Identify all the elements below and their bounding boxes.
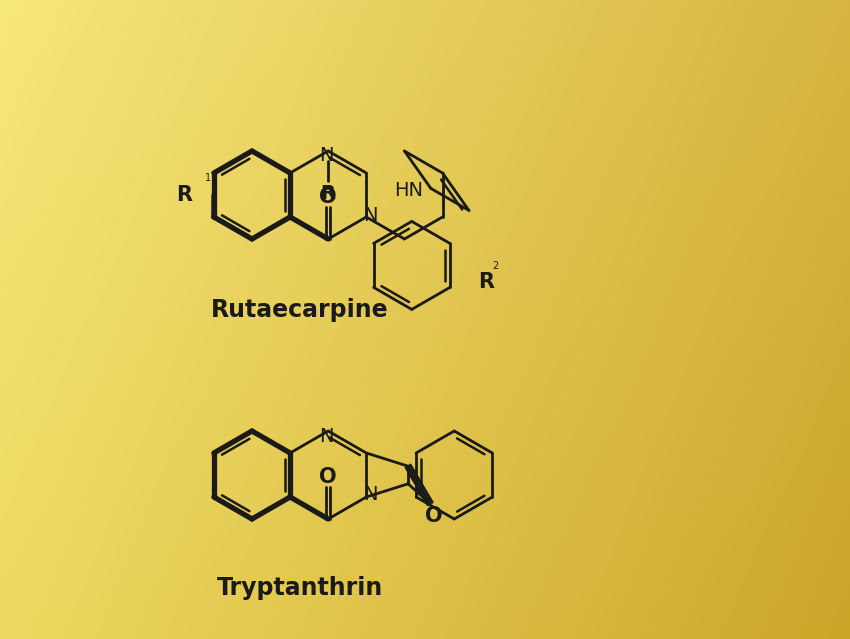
Text: N: N	[319, 146, 333, 164]
Text: HN: HN	[394, 181, 423, 200]
Text: R: R	[478, 272, 494, 293]
Text: $^{2}$: $^{2}$	[492, 261, 499, 274]
Text: N: N	[319, 427, 333, 447]
Text: N: N	[363, 206, 377, 224]
Text: R: R	[176, 185, 192, 205]
Text: N: N	[363, 486, 377, 505]
Text: O: O	[320, 467, 337, 487]
Text: R: R	[320, 183, 336, 203]
Text: O: O	[320, 187, 337, 207]
Text: O: O	[425, 505, 443, 526]
Text: Rutaecarpine: Rutaecarpine	[211, 298, 388, 322]
Text: Tryptanthrin: Tryptanthrin	[217, 576, 383, 600]
Text: $^{1}$: $^{1}$	[204, 173, 212, 187]
